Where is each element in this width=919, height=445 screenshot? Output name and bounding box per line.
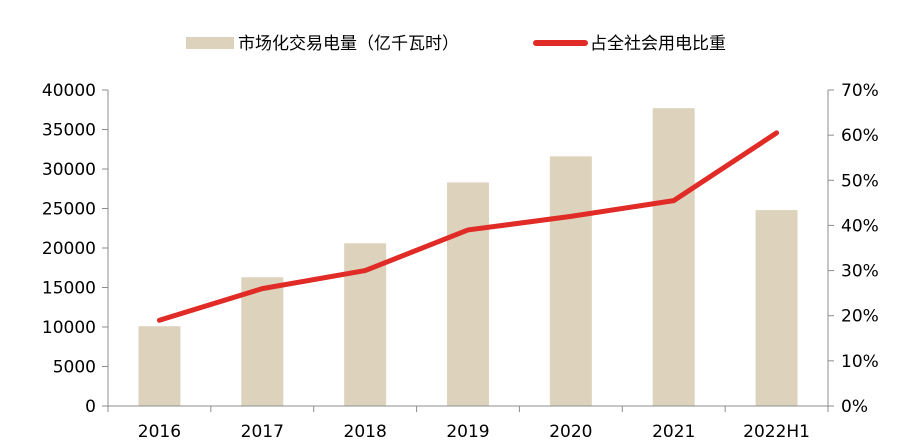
left-axis: 0 5000 10000 15000 20000 25000 30000 35000 40000 [42,81,109,417]
right-axis-tick-label: 60% [841,126,879,146]
right-axis-tick-label: 70% [841,81,879,101]
right-axis-tick-label: 40% [841,216,879,236]
x-axis-tick-label: 2019 [446,422,489,442]
bar [344,243,387,406]
bar [447,182,489,406]
left-axis-tick-label: 10000 [42,318,96,338]
left-axis-tick-label: 20000 [42,239,96,259]
left-axis-tick-label: 25000 [42,200,96,220]
bar [652,108,695,407]
right-axis-tick-label: 30% [841,262,879,282]
left-axis-tick-label: 30000 [42,160,96,180]
x-axis: 2016 2017 2018 2019 2020 2021 2022H1 [107,405,829,442]
legend: 市场化交易电量（亿千瓦时） 占全社会用电比重 [186,34,726,54]
legend-bar-label: 市场化交易电量（亿千瓦时） [238,34,459,54]
right-axis-tick-label: 50% [841,171,879,191]
line-series [156,130,780,323]
x-axis-tick-label: 2021 [652,422,695,442]
legend-line-label: 占全社会用电比重 [590,34,726,54]
left-axis-tick-label: 35000 [42,121,96,141]
right-axis-tick-label: 10% [841,352,879,372]
right-axis-tick-label: 20% [841,307,879,327]
bar [755,210,798,406]
right-axis-tick-label: 0% [841,397,868,417]
legend-bar-swatch [186,37,234,49]
x-axis-tick-label: 2017 [241,422,284,442]
bar-series [138,108,798,407]
x-axis-tick-label: 2018 [344,422,387,442]
x-axis-tick-label: 2016 [138,422,181,442]
left-axis-tick-label: 15000 [42,279,96,299]
bar [241,277,284,406]
left-axis-tick-label: 0 [85,397,96,417]
bar [549,156,592,406]
x-axis-tick-label: 2020 [549,422,592,442]
left-axis-tick-label: 40000 [42,81,96,101]
x-axis-tick-label: 2022H1 [743,422,810,442]
bar [138,326,181,406]
left-axis-tick-label: 5000 [53,358,96,378]
right-axis: 0% 10% 20% 30% 40% 50% 60% 70% [827,81,879,417]
